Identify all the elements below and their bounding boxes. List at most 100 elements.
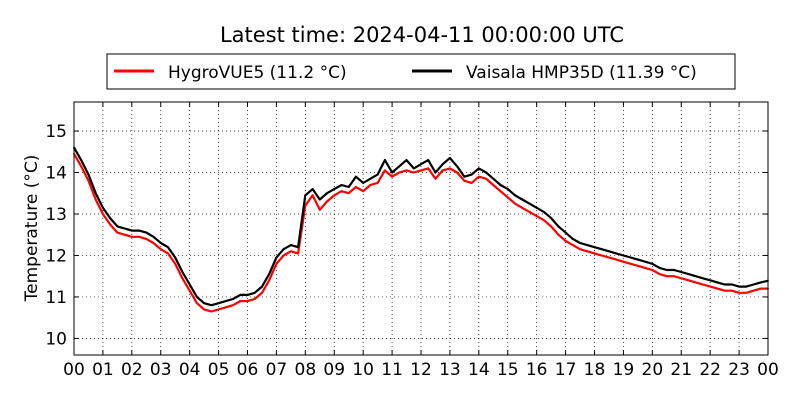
- data-point-vaisala: [412, 167, 415, 170]
- data-point-vaisala: [586, 244, 589, 246]
- data-point-hygrovue5: [485, 177, 487, 180]
- data-point-hygrovue5: [167, 252, 169, 255]
- data-point-hygrovue5: [326, 200, 328, 203]
- data-point-vaisala: [167, 246, 169, 249]
- data-point-hygrovue5: [673, 275, 675, 278]
- data-point-vaisala: [362, 181, 365, 184]
- data-point-vaisala: [109, 217, 112, 220]
- data-point-hygrovue5: [94, 198, 97, 201]
- x-tick-label: 22: [699, 360, 721, 380]
- y-tick-label: 10: [45, 329, 67, 349]
- data-point-vaisala: [644, 260, 647, 263]
- legend-label-vaisala: Vaisala HMP35D (11.39 °C): [466, 63, 697, 83]
- data-point-vaisala: [492, 177, 495, 180]
- data-point-hygrovue5: [593, 252, 596, 255]
- data-point-vaisala: [130, 229, 133, 232]
- data-point-hygrovue5: [224, 306, 227, 309]
- y-tick-label: 14: [45, 164, 67, 184]
- x-tick-label: 04: [179, 360, 201, 380]
- data-point-hygrovue5: [477, 175, 480, 178]
- series-line-hygrovue5: [73, 153, 768, 313]
- data-point-hygrovue5: [759, 287, 762, 290]
- data-point-hygrovue5: [615, 258, 618, 261]
- data-point-vaisala: [420, 163, 422, 166]
- x-tick-label: 20: [642, 360, 664, 380]
- data-point-vaisala: [203, 302, 206, 305]
- data-point-hygrovue5: [499, 190, 502, 193]
- data-point-hygrovue5: [514, 202, 516, 205]
- x-tick-label: 02: [121, 360, 143, 380]
- x-tick-label: 00: [757, 360, 779, 380]
- x-tick-label: 07: [266, 360, 288, 380]
- data-point-hygrovue5: [745, 291, 748, 294]
- data-point-hygrovue5: [109, 223, 112, 226]
- data-point-hygrovue5: [629, 262, 632, 265]
- data-point-hygrovue5: [709, 285, 712, 288]
- data-point-hygrovue5: [181, 277, 184, 280]
- data-point-vaisala: [275, 256, 278, 259]
- x-tick-label: 13: [439, 360, 461, 380]
- data-point-vaisala: [398, 165, 401, 168]
- data-point-hygrovue5: [188, 289, 191, 292]
- x-tick-label: 06: [237, 360, 259, 380]
- data-point-vaisala: [441, 163, 444, 166]
- data-point-hygrovue5: [752, 289, 755, 292]
- data-point-vaisala: [383, 159, 386, 161]
- data-point-hygrovue5: [427, 167, 430, 170]
- data-point-vaisala: [159, 242, 162, 244]
- data-point-vaisala: [434, 171, 437, 174]
- data-point-vaisala: [571, 237, 574, 240]
- data-point-hygrovue5: [506, 196, 509, 199]
- data-point-vaisala: [326, 192, 328, 195]
- data-point-hygrovue5: [550, 225, 553, 228]
- y-tick-label: 11: [45, 288, 67, 308]
- y-tick-label: 12: [45, 246, 67, 266]
- x-tick-label: 16: [526, 360, 548, 380]
- data-point-vaisala: [181, 271, 184, 273]
- data-point-vaisala: [709, 279, 712, 282]
- data-point-hygrovue5: [441, 169, 444, 172]
- ticks: 00 01 02 03 04 05 06 07 08 09 10 11 12 13 14 15 16 17 18 19…: [45, 102, 779, 380]
- data-point-vaisala: [152, 235, 155, 238]
- data-point-hygrovue5: [658, 273, 661, 276]
- data-point-hygrovue5: [282, 254, 285, 257]
- data-point-hygrovue5: [730, 289, 733, 292]
- data-point-hygrovue5: [289, 250, 292, 253]
- data-point-vaisala: [456, 165, 459, 168]
- data-point-vaisala: [514, 194, 516, 197]
- data-point-vaisala: [463, 175, 466, 178]
- y-tick-label: 15: [45, 122, 67, 142]
- data-point-vaisala: [550, 217, 553, 220]
- x-tick-label: 18: [584, 360, 606, 380]
- x-tick-label: 12: [410, 360, 432, 380]
- data-point-hygrovue5: [102, 213, 104, 215]
- data-point-hygrovue5: [665, 275, 668, 278]
- plot-frame: [73, 101, 769, 356]
- data-point-hygrovue5: [398, 171, 401, 174]
- data-point-vaisala: [369, 177, 372, 180]
- data-point-vaisala: [759, 281, 762, 284]
- data-point-hygrovue5: [152, 242, 155, 244]
- data-point-vaisala: [506, 188, 509, 190]
- data-point-hygrovue5: [651, 269, 654, 271]
- x-tick-label: 10: [352, 360, 374, 380]
- data-point-vaisala: [622, 254, 625, 257]
- data-point-vaisala: [738, 285, 740, 288]
- data-point-vaisala: [253, 291, 256, 294]
- data-point-hygrovue5: [246, 300, 249, 302]
- data-point-hygrovue5: [232, 304, 234, 307]
- x-tick-label: 01: [92, 360, 114, 380]
- data-point-vaisala: [289, 244, 292, 246]
- data-point-hygrovue5: [116, 231, 119, 234]
- data-point-hygrovue5: [253, 298, 256, 300]
- data-point-hygrovue5: [723, 289, 726, 292]
- data-point-vaisala: [730, 283, 733, 286]
- data-point-vaisala: [752, 283, 755, 286]
- data-point-hygrovue5: [203, 308, 206, 311]
- data-point-hygrovue5: [434, 177, 437, 180]
- x-tick-label: 05: [208, 360, 230, 380]
- data-point-vaisala: [311, 188, 314, 190]
- data-point-vaisala: [600, 248, 603, 251]
- data-point-hygrovue5: [210, 310, 213, 313]
- data-point-hygrovue5: [80, 165, 83, 168]
